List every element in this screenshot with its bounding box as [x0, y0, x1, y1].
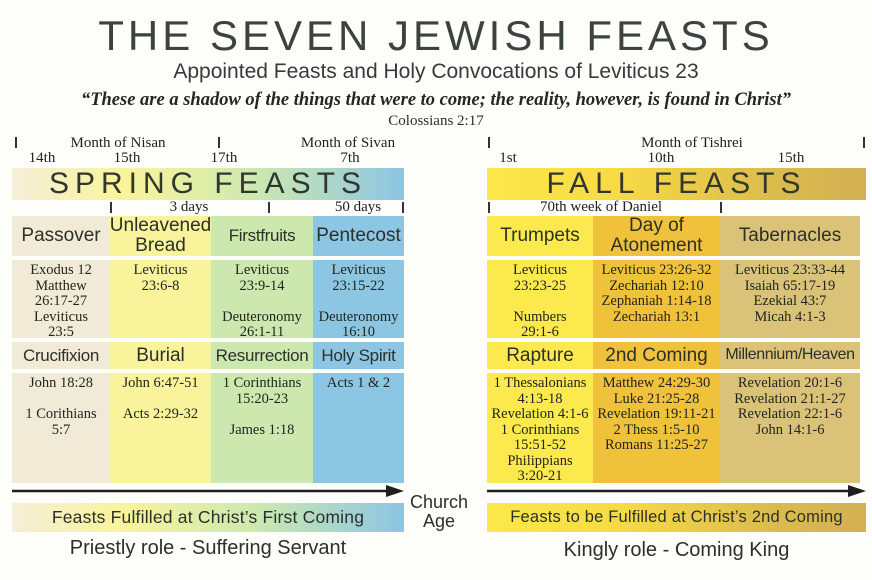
fulfillment-scriptures-burial: John 6:47-51 Acts 2:29-32	[110, 373, 211, 483]
feast-scriptures-pentecost: Leviticus 23:15-22 Deuteronomy 16:10	[313, 260, 404, 340]
second-coming-arrow-icon	[487, 485, 866, 497]
second-coming-banner-label: Feasts to be Fulfilled at Christ’s 2nd C…	[510, 508, 843, 526]
fulfillment-scriptures-2nd-coming: Matthew 24:29-30 Luke 21:25-28 Revelatio…	[593, 373, 720, 483]
fulfillment-scriptures-resurrection: 1 Corinthians 15:20-23 James 1:18	[211, 373, 313, 483]
kingly-role-label: Kingly role - Coming King	[563, 539, 790, 561]
interval-tick	[488, 202, 490, 213]
month-of-nisan-label: Month of Nisan	[70, 135, 166, 151]
day-14th-label: 14th	[28, 150, 56, 166]
second-coming-banner: Feasts to be Fulfilled at Christ’s 2nd C…	[487, 503, 866, 532]
fulfillment-header-millennium-heaven: Millennium/Heaven	[720, 342, 860, 369]
feast-header-day-of-atonement: Day of Atonement	[593, 216, 720, 256]
fulfillment-header-2nd-coming: 2nd Coming	[593, 342, 720, 369]
first-coming-arrow-icon	[12, 485, 404, 497]
fulfillment-scriptures-crucifixion: John 18:28 1 Corithians 5:7	[12, 373, 110, 483]
interval-tick	[402, 202, 404, 213]
month-of-tishrei-label: Month of Tishrei	[641, 135, 743, 151]
interval-tick	[110, 202, 112, 213]
interval-3-days-label: 3 days	[169, 199, 209, 215]
fulfillment-scriptures-millennium-heaven: Revelation 20:1-6 Revelation 21:1-27 Rev…	[720, 373, 860, 483]
page-title: THE SEVEN JEWISH FEASTS	[98, 12, 774, 59]
fulfillment-header-resurrection: Resurrection	[211, 342, 313, 369]
priestly-role-label: Priestly role - Suffering Servant	[69, 537, 347, 559]
fulfillment-scriptures-holy-spirit: Acts 1 & 2	[313, 373, 404, 483]
interval-50-days-label: 50 days	[334, 199, 382, 215]
interval-tick	[720, 202, 722, 213]
day-15th-label: 15th	[113, 150, 141, 166]
feast-scriptures-trumpets: Leviticus 23:23-25 Numbers 29:1-6	[487, 260, 593, 340]
feast-header-passover: Passover	[12, 216, 110, 256]
seventieth-week-of-daniel-label: 70th week of Daniel	[539, 199, 663, 215]
church-age-label: Church Age	[409, 492, 469, 531]
feast-header-unleavened-bread: Unleavened Bread	[109, 215, 212, 256]
fall-feasts-table: Trumpets Day of Atonement Tabernacles Le…	[487, 216, 860, 484]
scripture-quote-reference: Colossians 2:17	[388, 113, 484, 129]
feast-header-trumpets: Trumpets	[487, 216, 593, 256]
day-10th-label: 10th	[647, 150, 675, 166]
fall-feasts-banner: FALL FEASTS	[487, 167, 866, 200]
day-17th-label: 17th	[210, 150, 238, 166]
feast-header-tabernacles: Tabernacles	[720, 216, 860, 256]
timeline-tick	[218, 137, 220, 148]
spring-feasts-table: Passover Unleavened Bread Firstfruits Pe…	[12, 216, 404, 483]
spring-feasts-banner-label: SPRING FEASTS	[48, 167, 368, 200]
timeline-tick	[488, 137, 490, 148]
feast-scriptures-day-of-atonement: Leviticus 23:26-32 Zechariah 12:10 Zepha…	[593, 260, 720, 338]
feast-header-firstfruits: Firstfruits	[211, 216, 313, 256]
month-of-sivan-label: Month of Sivan	[300, 135, 396, 151]
timeline-tick	[15, 137, 17, 148]
fulfillment-header-burial: Burial	[110, 342, 211, 369]
feast-scriptures-firstfruits: Leviticus 23:9-14 Deuteronomy 26:1-11	[211, 260, 313, 340]
interval-tick	[268, 202, 270, 213]
day-1st-label: 1st	[499, 150, 517, 166]
feast-scriptures-passover: Exodus 12 Matthew 26:17-27 Leviticus 23:…	[12, 260, 110, 340]
day-15th-label: 15th	[777, 150, 805, 166]
feast-scriptures-tabernacles: Leviticus 23:33-44 Isaiah 65:17-19 Ezeki…	[720, 260, 860, 338]
fulfillment-header-crucifixion: Crucifixion	[12, 342, 110, 369]
feast-scriptures-unleavened-bread: Leviticus 23:6-8	[110, 260, 211, 338]
day-7th-label: 7th	[340, 150, 360, 166]
spring-feasts-banner: SPRING FEASTS	[12, 167, 404, 200]
fulfillment-scriptures-rapture: 1 Thessalonians 4:13-18 Revelation 4:1-6…	[487, 373, 593, 484]
page-subtitle: Appointed Feasts and Holy Convocations o…	[173, 60, 699, 83]
first-coming-banner-label: Feasts Fulfilled at Christ’s First Comin…	[51, 507, 365, 527]
timeline-tick	[863, 137, 865, 148]
first-coming-banner: Feasts Fulfilled at Christ’s First Comin…	[12, 503, 404, 532]
fulfillment-header-rapture: Rapture	[487, 342, 593, 369]
fall-feasts-banner-label: FALL FEASTS	[546, 167, 807, 200]
feast-header-pentecost: Pentecost	[313, 216, 404, 256]
fulfillment-header-holy-spirit: Holy Spirit	[313, 342, 404, 369]
scripture-quote: “These are a shadow of the things that w…	[80, 90, 792, 110]
